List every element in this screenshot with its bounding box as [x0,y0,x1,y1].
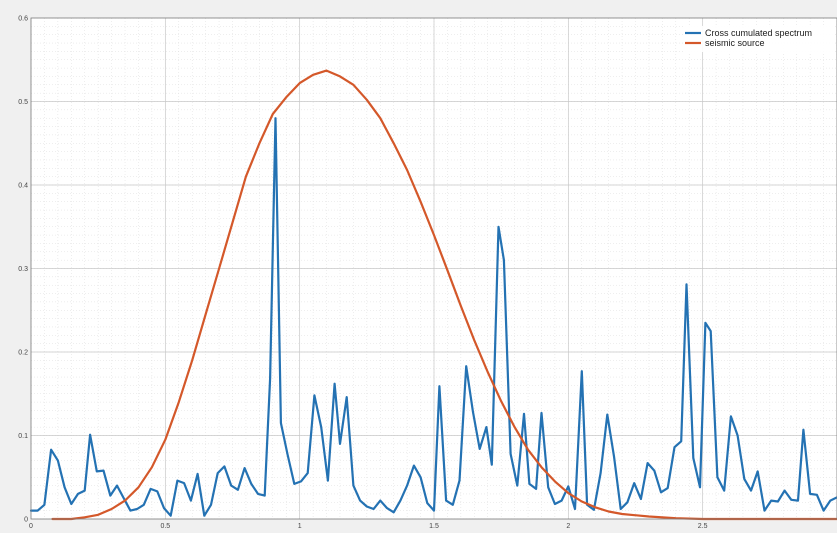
series-line-cross-cumulated-spectrum [29,117,837,517]
x-tick-label: 2 [566,523,570,530]
y-axis: 0 0.1 0.2 0.3 0.4 0.5 0.6 [18,16,28,524]
y-tick-label: 0.2 [18,350,28,357]
x-tick-label: 2.5 [698,523,708,530]
y-tick-label: 0.6 [18,16,28,23]
legend-entry: Cross cumulated spectrum [705,28,812,38]
y-tick-label: 0 [24,517,28,524]
axes-frame [30,17,837,520]
x-tick-label: 0.5 [160,523,170,530]
y-tick-label: 0.4 [18,183,28,190]
x-tick-label: 1 [298,523,302,530]
x-tick-label: 1.5 [429,523,439,530]
series-line-seismic-source [51,69,837,521]
legend-entry: seismic source [705,38,765,48]
x-axis: 0 0.5 1 1.5 2 2.5 [29,523,708,530]
x-tick-label: 0 [29,523,33,530]
y-tick-label: 0.5 [18,99,28,106]
y-tick-label: 0.3 [18,266,28,273]
y-tick-label: 0.1 [18,433,28,440]
legend-box [683,26,833,52]
series-layer [29,69,837,521]
